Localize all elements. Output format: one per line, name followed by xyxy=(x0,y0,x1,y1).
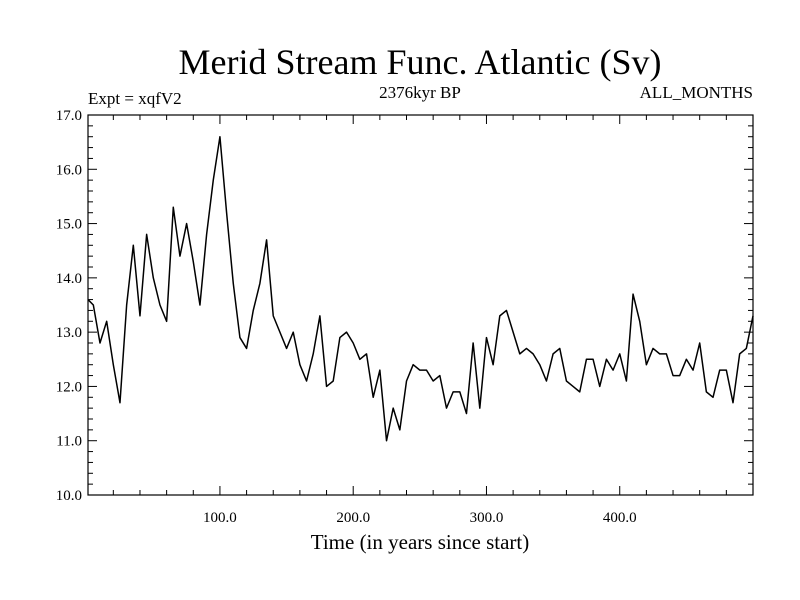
y-tick-label: 16.0 xyxy=(56,162,82,178)
x-tick-label: 100.0 xyxy=(203,510,237,526)
y-tick-label: 11.0 xyxy=(56,434,82,450)
y-tick-label: 17.0 xyxy=(56,108,82,124)
subtitle-right: ALL_MONTHS xyxy=(640,83,753,102)
axis-ticks xyxy=(88,114,753,496)
y-tick-label: 14.0 xyxy=(56,271,82,287)
x-tick-label: 200.0 xyxy=(336,510,370,526)
plot-frame xyxy=(87,114,754,496)
y-tick-label: 12.0 xyxy=(56,379,82,395)
y-tick-label: 15.0 xyxy=(56,217,82,233)
subtitle-left: Expt = xqfV2 xyxy=(88,89,182,108)
x-tick-label: 400.0 xyxy=(603,510,637,526)
y-tick-label: 13.0 xyxy=(56,325,82,341)
subtitle-center: 2376kyr BP xyxy=(379,83,461,102)
series-line xyxy=(87,135,754,442)
chart-title: Merid Stream Func. Atlantic (Sv) xyxy=(179,42,662,82)
x-tick-label: 300.0 xyxy=(470,510,504,526)
x-axis-label: Time (in years since start) xyxy=(311,530,530,554)
axis-tick-labels: 100.0 200.0 300.0 400.0 10.0 11.0 12.0 13.0 14.0… xyxy=(56,108,637,526)
y-tick-label: 10.0 xyxy=(56,488,82,504)
